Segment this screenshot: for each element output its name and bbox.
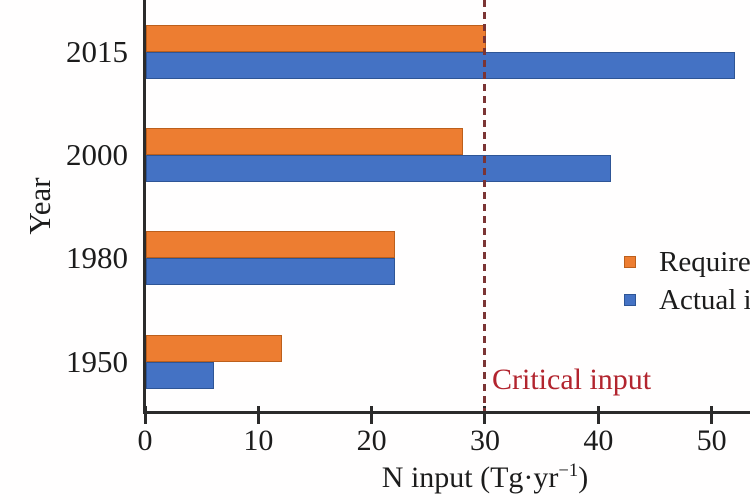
critical-input-label: Critical input <box>492 363 652 396</box>
x-axis-line <box>143 411 750 414</box>
bar-required-1950 <box>146 334 282 362</box>
y-tick-label-2015: 2015 <box>66 33 128 69</box>
y-tick-label-1980: 1980 <box>66 240 128 276</box>
x-axis-title-superscript: −1 <box>558 460 579 481</box>
bar-actual-2000 <box>146 155 611 183</box>
x-tick-0 <box>143 406 147 424</box>
actual-swatch-icon <box>624 294 636 306</box>
legend-label-actual: Actual i <box>659 283 750 316</box>
y-axis-line <box>143 0 146 413</box>
bar-required-1980 <box>146 231 396 259</box>
x-tick-label-0: 0 <box>137 424 153 457</box>
x-axis-title-main: N input (Tg·yr <box>381 461 559 494</box>
x-tick-10 <box>256 406 260 424</box>
legend: Require Actual i <box>624 243 750 319</box>
bar-required-2015 <box>146 24 486 52</box>
bar-actual-1980 <box>146 258 396 286</box>
y-tick-label-1950: 1950 <box>66 343 128 379</box>
legend-item-actual: Actual i <box>624 281 750 319</box>
legend-item-required: Require <box>624 243 750 281</box>
x-tick-label-30: 30 <box>469 424 500 457</box>
x-axis-title-close: ) <box>578 461 589 494</box>
x-tick-40 <box>596 406 600 424</box>
x-tick-label-50: 50 <box>696 424 727 457</box>
bar-required-2000 <box>146 128 464 156</box>
y-tick-label-2000: 2000 <box>66 137 128 173</box>
y-axis-title: Year <box>22 177 57 235</box>
x-tick-label-10: 10 <box>243 424 274 457</box>
x-axis-title: N input (Tg·yr−1) <box>330 460 640 495</box>
critical-input-reference-line <box>483 0 486 411</box>
x-tick-30 <box>483 406 487 424</box>
bar-actual-2015 <box>146 51 736 79</box>
required-swatch-icon <box>624 256 636 268</box>
x-tick-20 <box>370 406 374 424</box>
x-tick-label-40: 40 <box>583 424 614 457</box>
x-tick-label-20: 20 <box>356 424 387 457</box>
x-tick-50 <box>710 406 714 424</box>
bar-actual-1950 <box>146 361 214 389</box>
legend-label-required: Require <box>659 245 750 278</box>
